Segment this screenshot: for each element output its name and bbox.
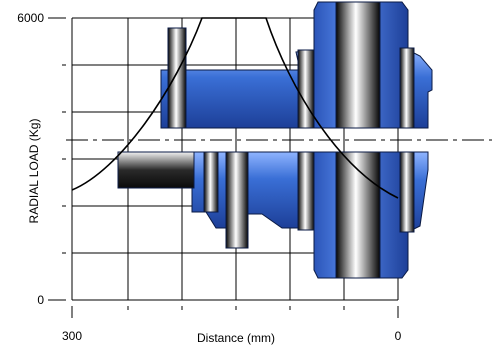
x-axis-label: Distance (mm) [197, 331, 275, 345]
radial-load-curve [71, 17, 399, 199]
shaft-lower-half [117, 151, 429, 279]
y-tick-label-top: 6000 [17, 11, 44, 25]
y-axis-label: RADIAL LOAD (Kg) [27, 119, 41, 224]
axis-ticks [48, 17, 399, 318]
x-tick-label-right: 0 [395, 329, 402, 343]
shaft-upper-half [160, 1, 433, 129]
x-tick-label-left: 300 [62, 329, 82, 343]
y-tick-label-bottom: 0 [37, 293, 44, 307]
